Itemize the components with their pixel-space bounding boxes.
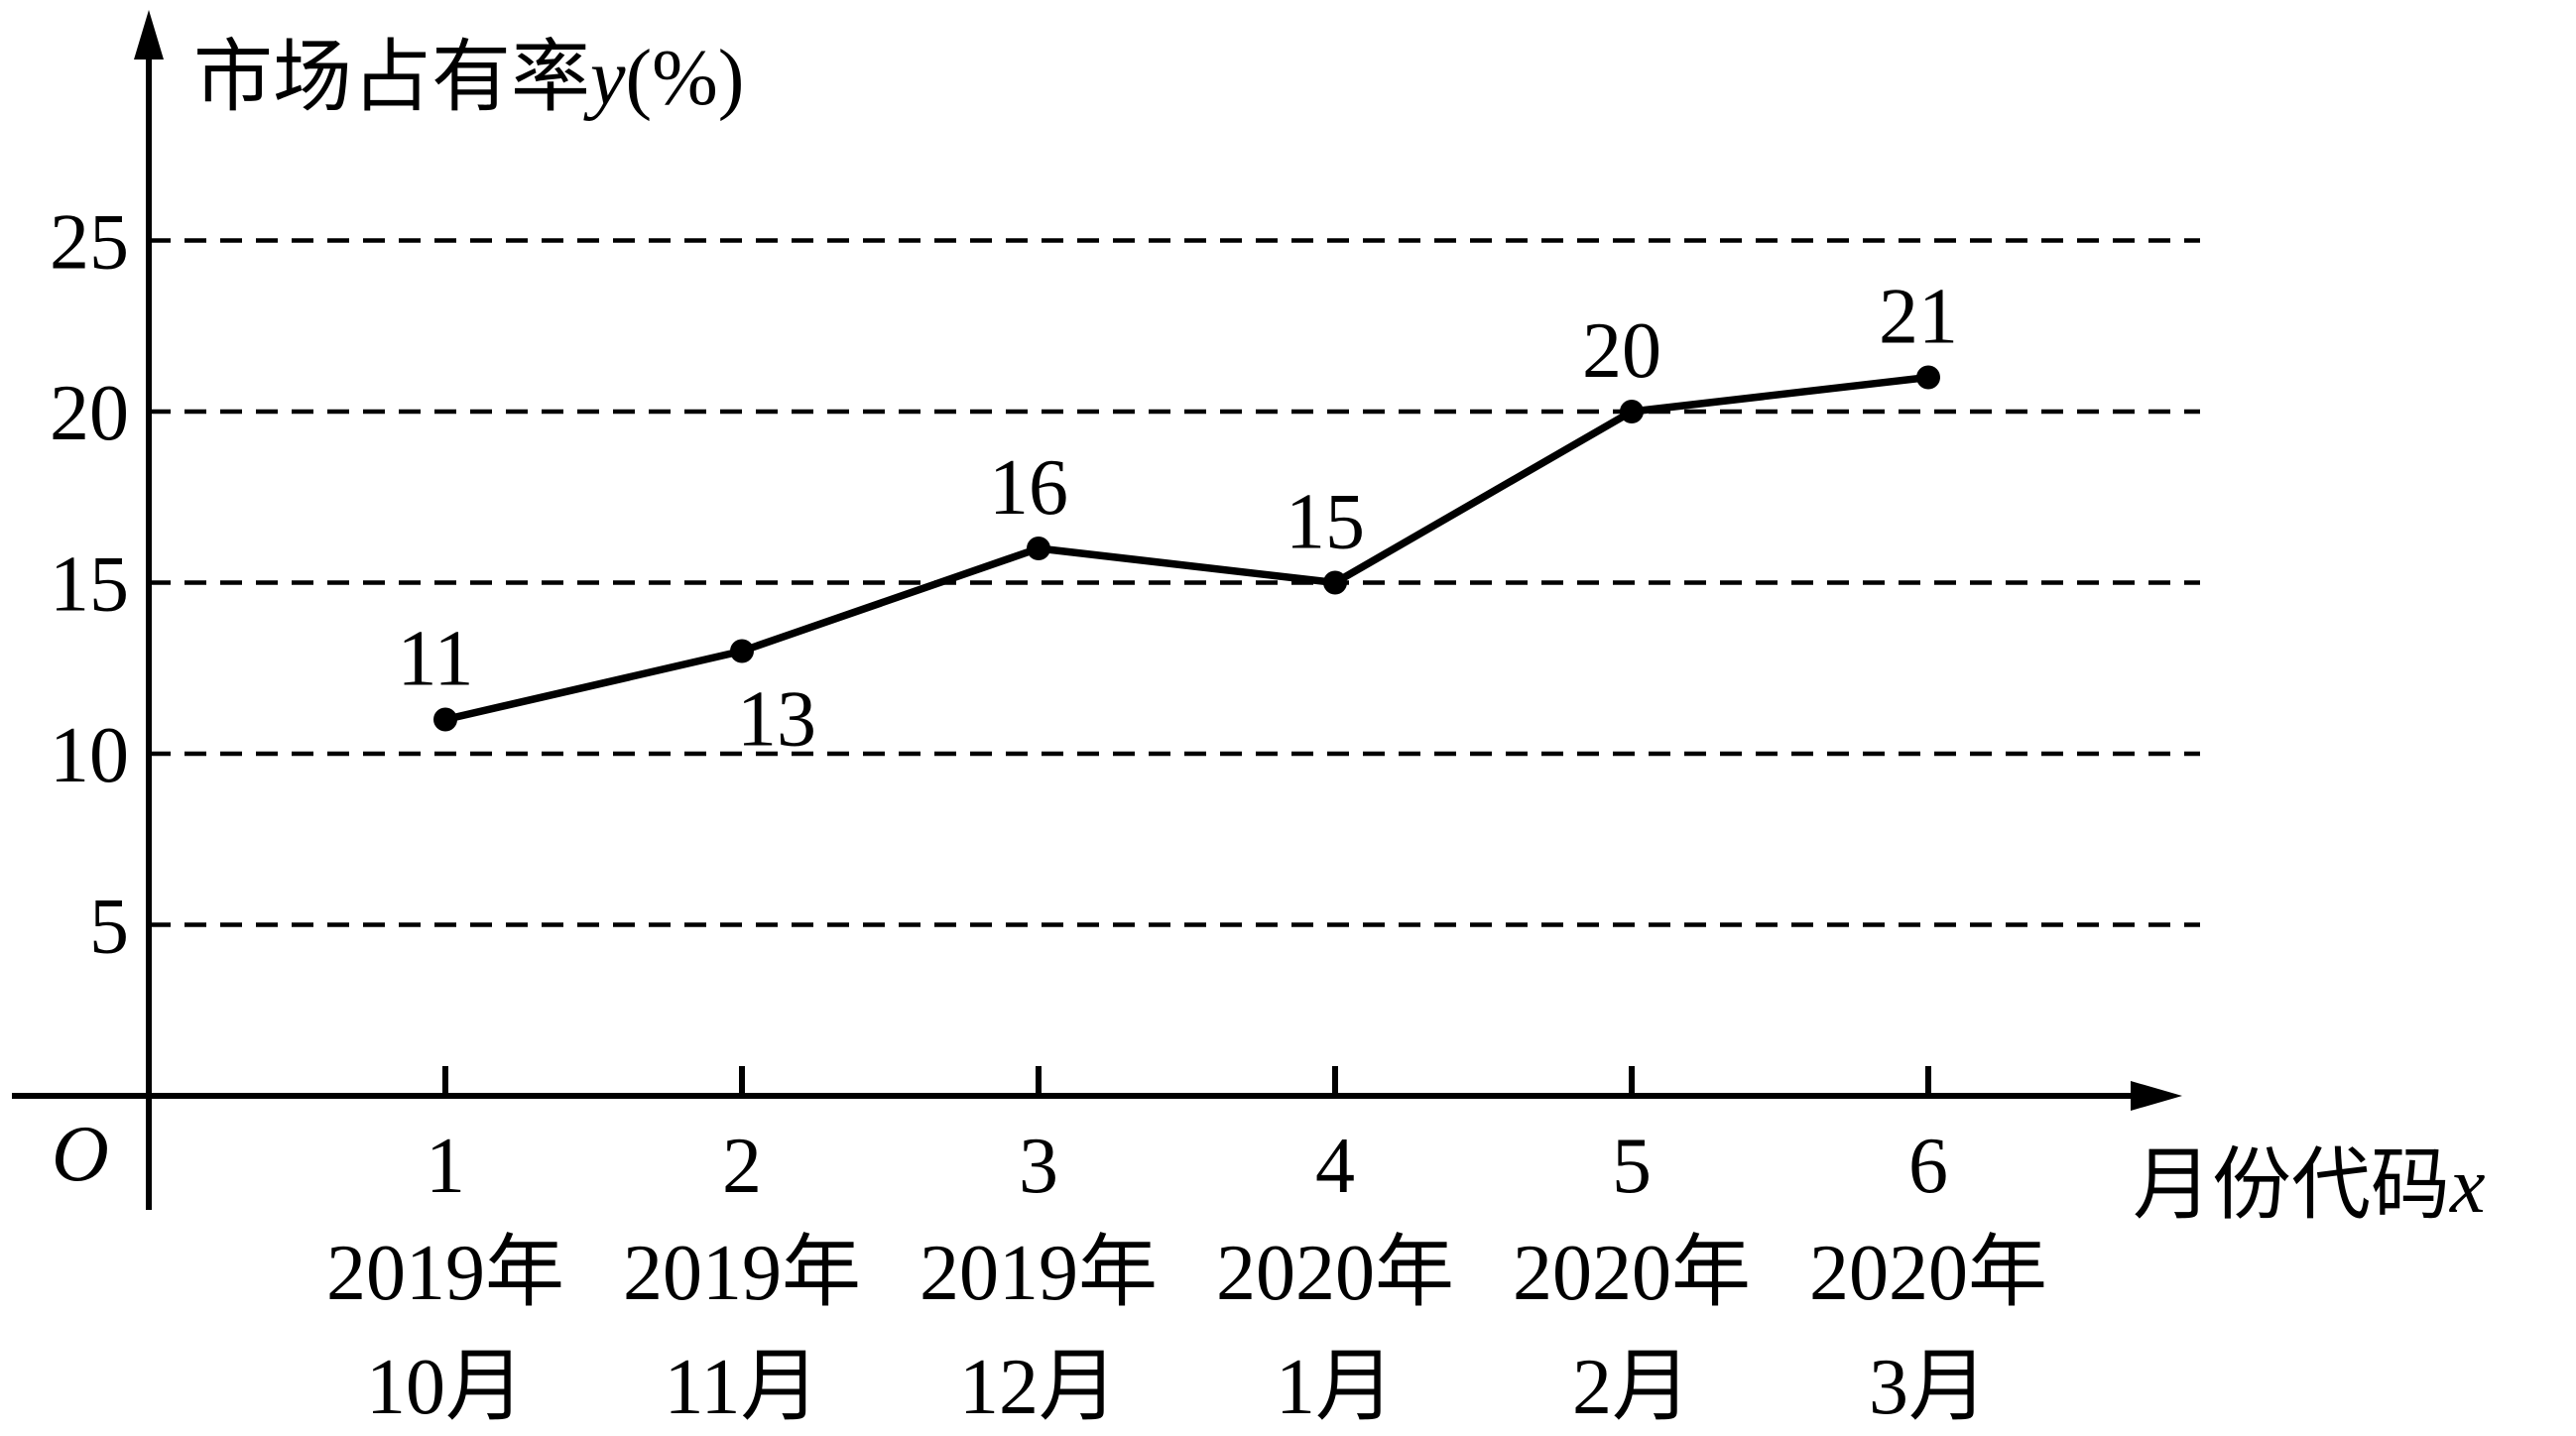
category-year-3: 2019年 (920, 1230, 1158, 1317)
data-point-6 (1916, 365, 1940, 390)
data-labels: 11 13 16 15 20 21 (397, 274, 1958, 764)
axes: 市场占有率y(%) 月份代码x O (12, 10, 2486, 1230)
data-label-5: 20 (1582, 307, 1661, 395)
data-label-2: 13 (737, 676, 816, 764)
category-month-1: 10月 (366, 1344, 525, 1431)
category-labels: 2019年 10月 2019年 11月 2019年 12月 2020年 1月 2020年 2月 20… (326, 1230, 2047, 1431)
x-tick-label-2: 2 (722, 1123, 762, 1210)
x-axis-variable: x (2449, 1142, 2486, 1230)
x-axis-arrow (2131, 1081, 2182, 1111)
series (433, 365, 1940, 732)
category-month-6: 3月 (1869, 1344, 1988, 1431)
x-tick-label-5: 5 (1612, 1123, 1652, 1210)
category-year-5: 2020年 (1513, 1230, 1751, 1317)
x-tick-label-1: 1 (426, 1123, 465, 1210)
gridlines (149, 238, 2200, 927)
data-point-5 (1620, 400, 1644, 423)
category-month-5: 2月 (1572, 1344, 1691, 1431)
data-label-6: 21 (1879, 274, 1958, 361)
series-line-0 (444, 373, 1929, 724)
category-year-1: 2019年 (326, 1230, 564, 1317)
data-label-1: 11 (397, 616, 473, 703)
x-tick-label-4: 4 (1315, 1123, 1355, 1210)
y-tick-labels: 5 10 15 20 25 (50, 199, 129, 971)
category-month-3: 12月 (959, 1344, 1118, 1431)
y-tick-label-5: 5 (89, 884, 129, 971)
y-axis-variable: y (583, 35, 626, 122)
x-ticks: 1 2 3 4 5 6 (426, 1066, 1948, 1210)
y-tick-label-25: 25 (50, 199, 129, 287)
y-axis-title-text: 市场占有率 (193, 35, 590, 122)
origin-label: O (52, 1111, 109, 1198)
x-tick-label-3: 3 (1019, 1123, 1058, 1210)
y-tick-label-10: 10 (50, 712, 129, 799)
data-point-4 (1323, 570, 1347, 595)
category-month-2: 11月 (664, 1344, 819, 1431)
y-axis-unit: (%) (626, 35, 745, 122)
y-axis-arrow (134, 10, 164, 60)
category-year-4: 2020年 (1216, 1230, 1454, 1317)
y-tick-label-15: 15 (50, 541, 129, 629)
x-axis-title-text: 月份代码 (2133, 1142, 2450, 1230)
y-tick-label-20: 20 (50, 370, 129, 457)
x-axis-title: 月份代码x (2133, 1142, 2486, 1230)
category-month-4: 1月 (1276, 1344, 1395, 1431)
data-label-3: 16 (989, 444, 1068, 532)
category-year-2: 2019年 (623, 1230, 861, 1317)
category-year-6: 2020年 (1809, 1230, 2047, 1317)
data-label-4: 15 (1286, 479, 1365, 566)
data-point-3 (1027, 537, 1050, 560)
x-tick-label-6: 6 (1908, 1123, 1948, 1210)
data-point-2 (730, 639, 754, 663)
y-axis-title: 市场占有率y(%) (193, 35, 744, 122)
data-point-1 (433, 707, 457, 732)
